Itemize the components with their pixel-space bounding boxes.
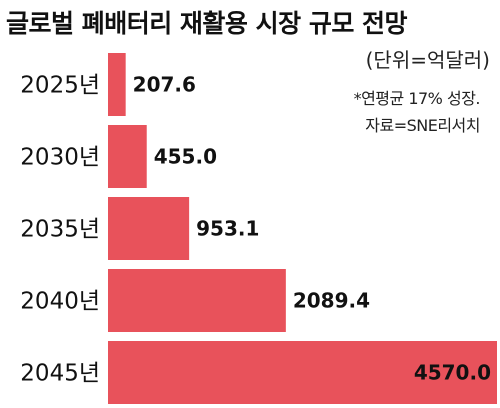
category-label-1: 2030년 <box>20 145 100 171</box>
bar-0 <box>108 53 126 116</box>
value-label-1: 455.0 <box>154 145 217 169</box>
value-label-3: 2089.4 <box>293 289 370 313</box>
bar-2 <box>108 197 190 260</box>
bar-3 <box>108 269 286 332</box>
bar-1 <box>108 125 147 188</box>
value-label-0: 207.6 <box>133 73 196 97</box>
category-label-3: 2040년 <box>20 289 100 315</box>
value-label-4: 4570.0 <box>414 361 491 385</box>
category-label-2: 2035년 <box>20 217 100 243</box>
category-label-4: 2045년 <box>20 361 100 387</box>
category-label-0: 2025년 <box>20 73 100 99</box>
growth-note: *연평균 17% 성장. <box>353 89 481 108</box>
bar-4 <box>108 341 497 404</box>
source-note: 자료=SNE리서치 <box>365 116 480 135</box>
value-label-2: 953.1 <box>196 217 259 241</box>
unit-label: (단위=억달러) <box>365 48 490 72</box>
chart-title: 글로벌 폐배터리 재활용 시장 규모 전망 <box>6 9 408 38</box>
